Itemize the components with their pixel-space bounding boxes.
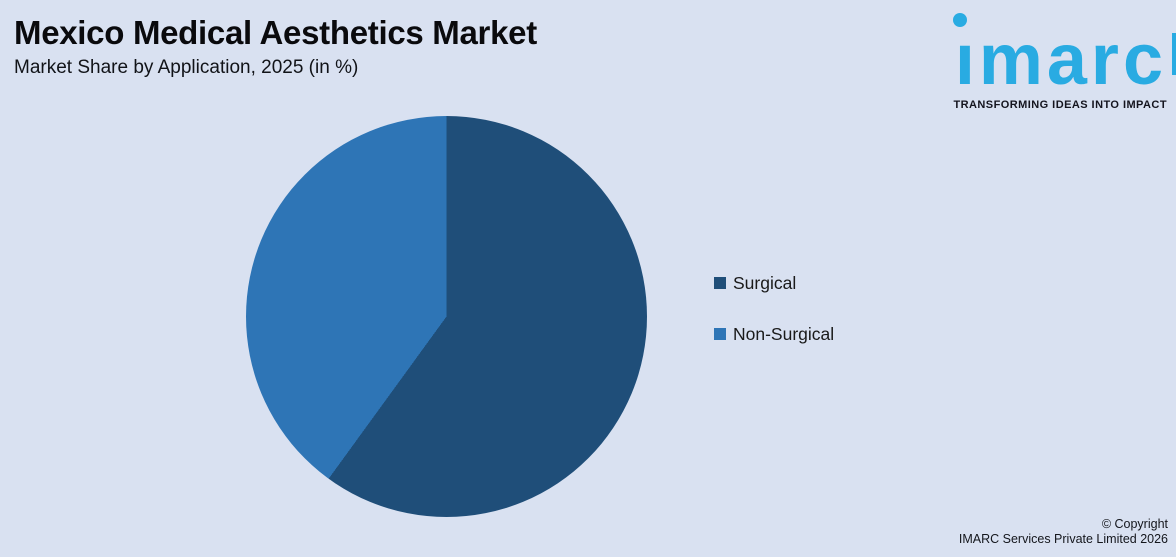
legend-marker-surgical bbox=[714, 277, 726, 289]
pie-chart bbox=[246, 116, 647, 517]
legend-item-non-surgical: Non-Surgical bbox=[714, 323, 834, 345]
logo-cropped-glyph bbox=[1172, 33, 1176, 75]
legend-marker-non-surgical bbox=[714, 328, 726, 340]
copyright-line2: IMARC Services Private Limited 2026 bbox=[958, 532, 1168, 547]
copyright: © Copyright IMARC Services Private Limit… bbox=[959, 517, 1168, 548]
page-subtitle: Market Share by Application, 2025 (in %) bbox=[14, 56, 359, 78]
legend-label-non-surgical: Non-Surgical bbox=[733, 323, 835, 344]
logo-dot-icon bbox=[953, 13, 967, 27]
chart-legend: Surgical Non-Surgical bbox=[714, 272, 834, 345]
logo-tagline: TRANSFORMING IDEAS INTO IMPACT bbox=[953, 99, 1167, 112]
page-title: Mexico Medical Aesthetics Market bbox=[14, 14, 537, 51]
imarc-logo: ımarc TRANSFORMING IDEAS INTO IMPACT bbox=[943, 13, 1167, 111]
legend-item-surgical: Surgical bbox=[714, 272, 834, 294]
legend-label-surgical: Surgical bbox=[733, 272, 797, 293]
copyright-line1: © Copyright bbox=[1101, 516, 1168, 531]
logo-wordmark: ımarc bbox=[954, 20, 1167, 100]
header: Mexico Medical Aesthetics Market Market … bbox=[14, 14, 537, 79]
